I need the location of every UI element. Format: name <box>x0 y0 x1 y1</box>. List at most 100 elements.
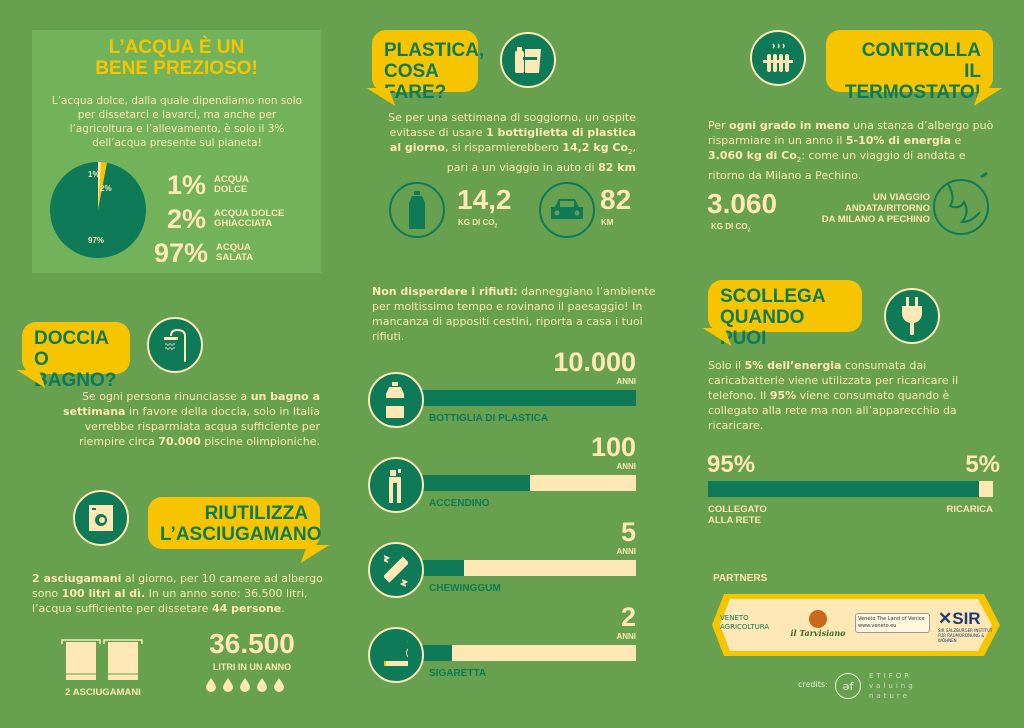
waste-label: SIGARETTA <box>429 668 487 679</box>
drop-icon <box>206 678 216 692</box>
legend-pct: 2% <box>166 203 206 234</box>
stat-co2-sub: 2 <box>494 223 498 230</box>
partner-logo-text: SIR SALZBURGER INSTITUT FÜR RAUMORDNUNG … <box>938 628 993 643</box>
text-segment: 44 persone <box>211 602 282 615</box>
legend-pct: 97% <box>153 237 208 268</box>
etifor-logo-text: ETIFOR valuing nature <box>869 672 916 700</box>
trip-label: UN VIAGGIO ANDATA/RITORNO DA MILANO A PE… <box>790 192 930 225</box>
towel-title-line2: L’ASCIUGAMANO <box>160 524 322 545</box>
pie-slice <box>98 162 107 210</box>
waste-bar-fill <box>400 475 530 491</box>
partner-logo-veneto: Veneto The Land of Venice www.veneto.eu <box>855 613 930 633</box>
text-segment: Per <box>708 119 730 132</box>
plastic-items-icon <box>500 32 556 88</box>
unplug-left-pct: 95% <box>707 451 756 478</box>
water-title-line2: BENE PREZIOSO! <box>95 58 258 79</box>
pie-label-1: 1% <box>88 170 100 179</box>
drop-icon <box>240 678 250 692</box>
towels-label: 2 ASCIUGAMANI <box>65 687 141 698</box>
text-segment: , pari a un viaggio in auto di <box>446 141 636 175</box>
trip-line3: DA MILANO A PECHINO <box>821 214 930 225</box>
shower-title-line2: O BAGNO? <box>34 349 117 391</box>
partner-logo-text: il Tarvisiano <box>790 628 846 638</box>
waste-bar <box>400 560 636 576</box>
washing-machine-icon <box>73 490 129 546</box>
legend-label1: ACQUA <box>214 174 249 185</box>
waste-unit: ANNI <box>616 377 636 386</box>
unplug-right-label: RICARICA <box>946 504 993 515</box>
unplug-left-label1: COLLEGATO <box>708 504 767 515</box>
stat-km-value: 82 <box>600 184 632 215</box>
towel-text: 2 asciugamani al giorno, per 10 camere a… <box>32 571 332 616</box>
towel-liters-value: 36.500 <box>209 628 295 659</box>
water-title-line1: L’ACQUA È UN <box>108 37 245 58</box>
sir-logo-mark: ✕SIR <box>938 609 981 628</box>
plastic-text: Se per una settimana di soggiorno, un os… <box>388 110 636 175</box>
towel-title-line1: RIUTILIZZA <box>204 503 308 524</box>
text-segment: danneggiano l’ambiente per moltissimo te… <box>372 285 656 343</box>
unplug-title-line1: SCOLLEGA <box>720 286 826 307</box>
text-segment: viene consumato quando è collegato alla … <box>708 389 957 432</box>
waste-value: 100 <box>590 432 636 462</box>
legend-label1: ACQUA <box>216 242 251 253</box>
stat-co2-value: 14,2 <box>457 184 512 215</box>
text-segment: e <box>951 134 962 147</box>
waste-bar <box>400 390 636 406</box>
radiator-icon <box>750 30 806 86</box>
drop-icon <box>223 678 233 692</box>
unplug-left-label2: ALLA RETE <box>708 515 761 526</box>
text-segment: , si risparmierebbero <box>444 141 563 154</box>
credits-label: credits: <box>798 680 828 689</box>
unplug-right-pct: 5% <box>965 451 1000 478</box>
waste-unit: ANNI <box>616 632 636 641</box>
drop-icon <box>274 678 284 692</box>
waste-label: BOTTIGLIA DI PLASTICA <box>429 413 549 424</box>
legend-label: ACQUA DOLCE <box>214 175 249 195</box>
lighter-icon <box>368 457 424 513</box>
text-segment: Solo il <box>708 359 745 372</box>
waste-value: 10.000 <box>553 347 636 377</box>
globe-plane-icon <box>933 172 989 235</box>
text-segment: 70.000 <box>158 435 201 448</box>
text-segment: 14,2 kg Co <box>562 141 629 154</box>
pie-label-2: 2% <box>100 184 112 193</box>
chewing-gum-icon <box>368 542 424 598</box>
legend-pct: 1% <box>166 169 206 200</box>
legend-label2: DOLCE <box>214 184 248 195</box>
water-pie-chart: 1% 2% 97% <box>49 162 146 258</box>
unplug-title-line2: QUANDO PUOI <box>720 307 805 349</box>
plastic-bubble: PLASTICA, COSA FARE? <box>366 30 485 106</box>
waste-value: 2 <box>620 602 636 632</box>
partner-logo-veneto-agricoltura: VENETO AGRICOLTURA <box>720 614 782 632</box>
text-segment: 2 <box>796 156 802 165</box>
pie-slice <box>98 162 102 210</box>
partners-title: PARTNERS <box>713 573 768 584</box>
thermostat-value: 3.060 <box>707 188 778 219</box>
waste-text: Non disperdere i rifiuti: danneggiano l’… <box>372 284 662 344</box>
waste-bar <box>400 475 636 491</box>
plastic-title-line1: PLASTICA, <box>384 40 485 61</box>
towel-liters-unit: LITRI IN UN ANNO <box>212 662 292 672</box>
text-segment: 2 <box>628 148 633 157</box>
waste-label: CHEWINGGUM <box>429 583 501 594</box>
bottle-icon <box>368 372 424 428</box>
shower-bubble: DOCCIA O BAGNO? <box>16 322 130 391</box>
plastic-title-line2: COSA FARE? <box>384 61 447 103</box>
text-segment: un bagno a settimana <box>63 390 320 418</box>
shower-icon <box>147 317 203 373</box>
towels-icon <box>61 639 143 680</box>
text-segment: al giorno, per 10 camere ad albergo sono <box>32 572 323 600</box>
text-segment: 5% dell’energia <box>744 359 842 372</box>
unplug-bar-fill <box>708 481 979 497</box>
shower-title-line1: DOCCIA <box>34 328 109 349</box>
thermostat-bubble: CONTROLLA IL TERMOSTATO! <box>826 30 1003 106</box>
text-segment: 100 litri al dì. <box>61 587 146 600</box>
legend-label2: GHIACCIATA <box>214 218 273 229</box>
text-segment: 82 km <box>598 161 636 175</box>
stat-co2-unit: KG DI CO2 <box>458 218 497 230</box>
partner-logo-tarvisiano: il Tarvisiano <box>790 610 846 638</box>
text-segment: Se per una settimana di soggiorno, un os… <box>388 111 636 139</box>
towel-bubble: RIUTILIZZA L’ASCIUGAMANO <box>148 497 330 563</box>
stat-km-unit: KM <box>601 218 614 227</box>
trip-line1: UN VIAGGIO <box>872 192 930 203</box>
